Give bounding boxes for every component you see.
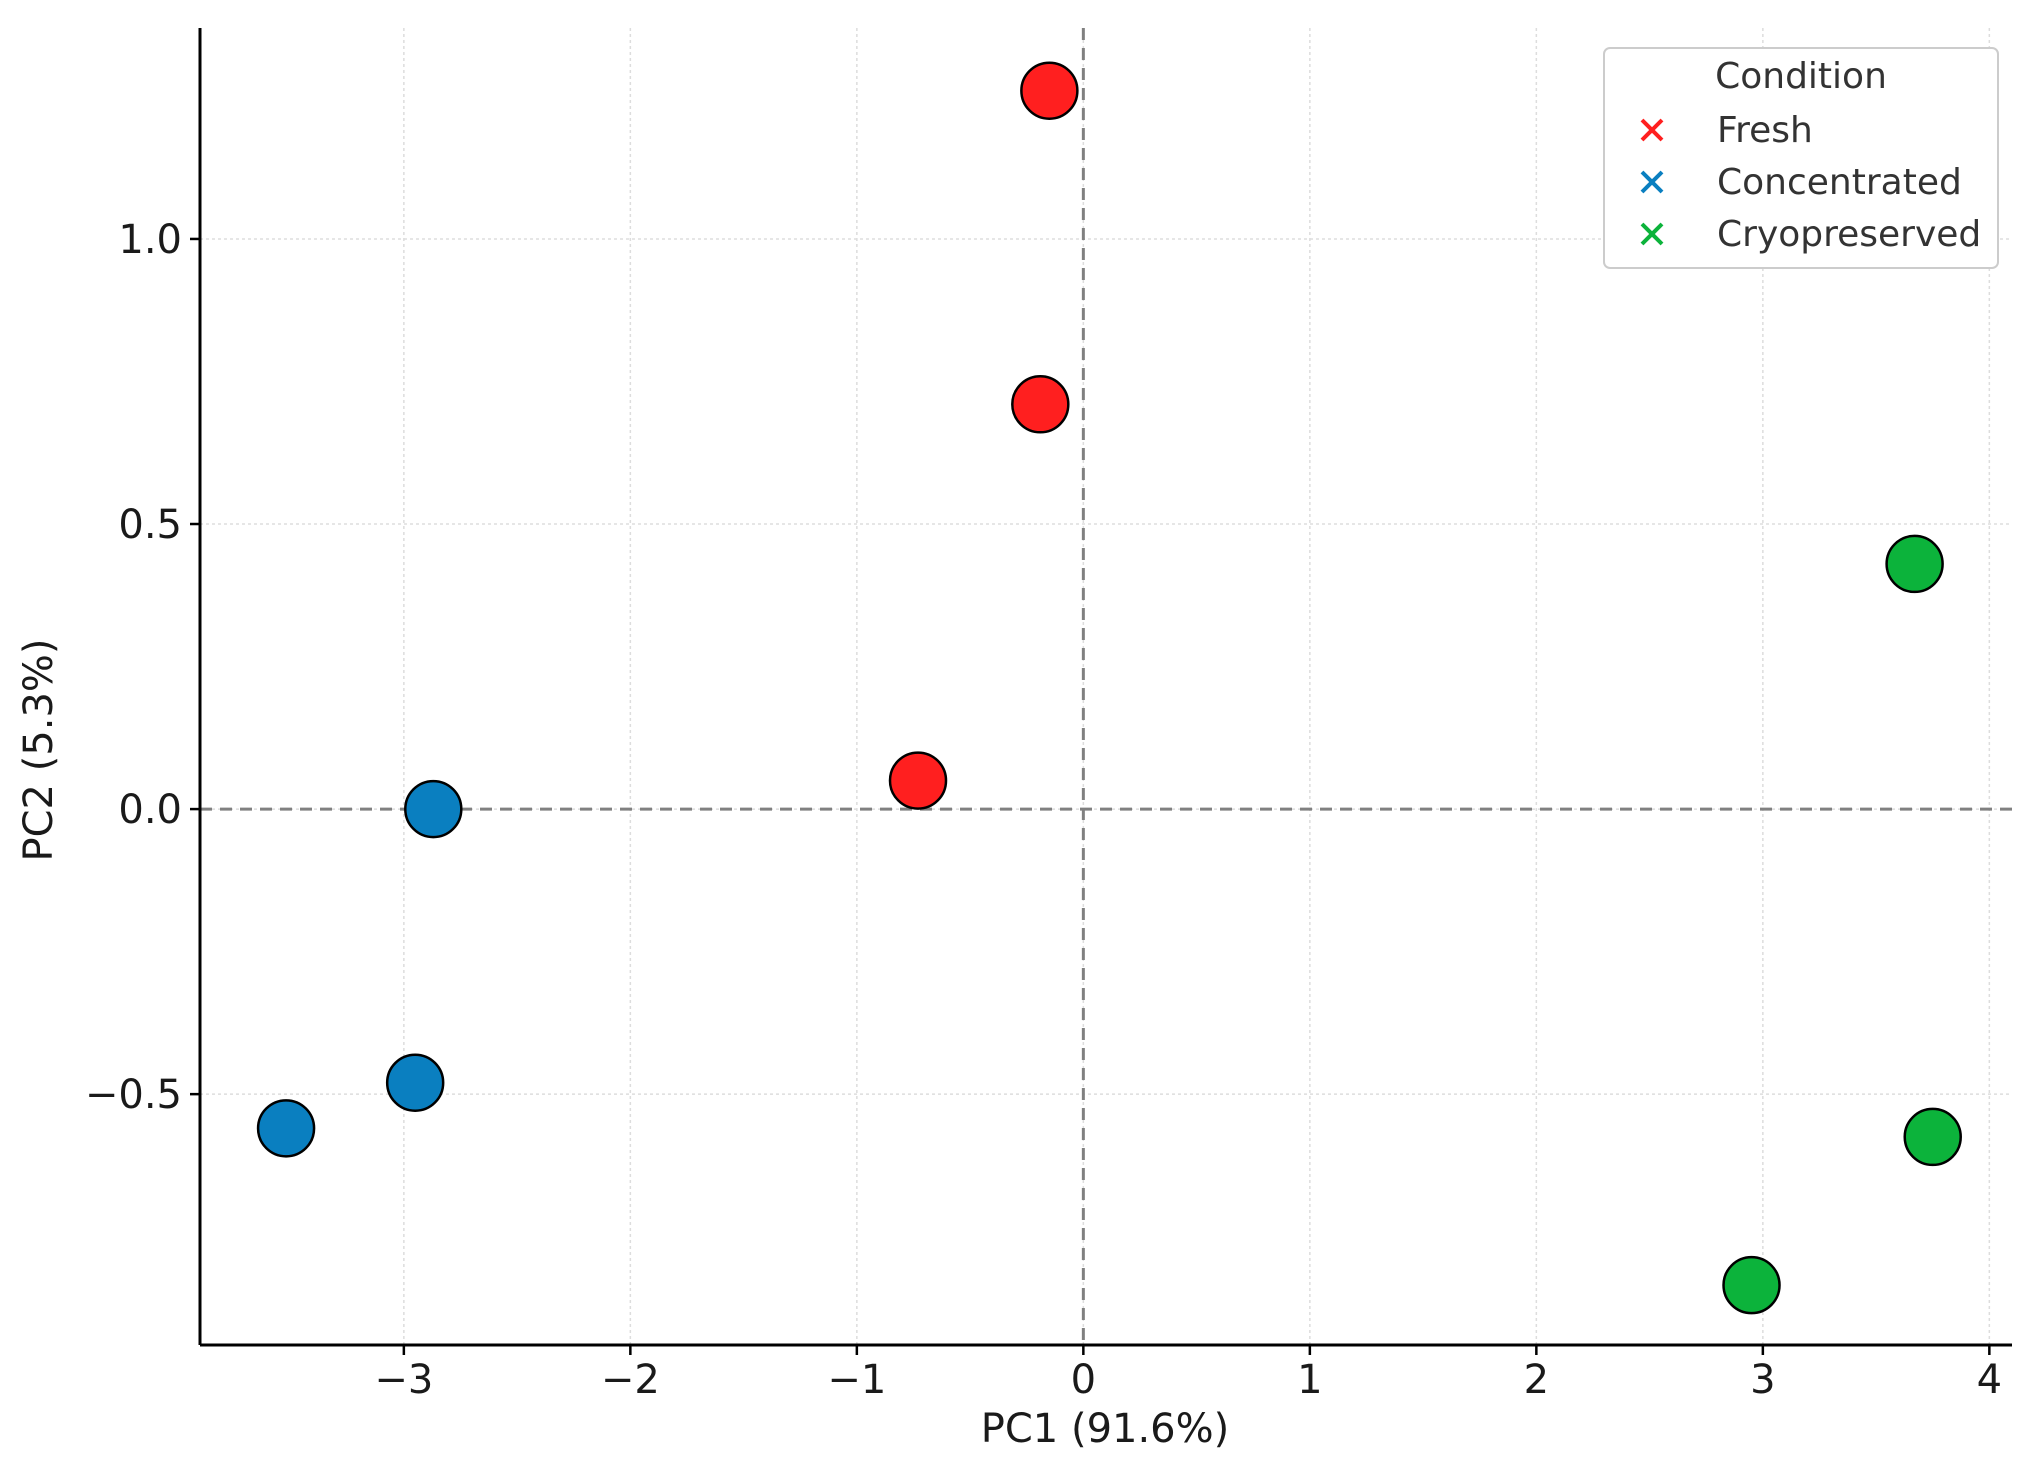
- legend-entry-fresh: Fresh: [1640, 110, 1813, 151]
- legend-label-fresh: Fresh: [1717, 110, 1813, 151]
- legend: Condition Fresh Concentrated Cryopreserved: [1603, 47, 1999, 269]
- data-point-cryopreserved: [1885, 534, 1944, 594]
- x-tick-label: 0: [1071, 1357, 1096, 1403]
- data-points: [256, 61, 1962, 1315]
- x-tick-label: 4: [1977, 1357, 2002, 1403]
- data-point-fresh: [1011, 375, 1070, 434]
- axes: [198, 28, 2012, 1347]
- y-axis-title: PC2 (5.3%): [16, 638, 62, 861]
- legend-entries: Fresh Concentrated Cryopreserved: [1640, 110, 1981, 255]
- x-tick-label: 2: [1524, 1357, 1549, 1403]
- x-tick-label: −3: [374, 1357, 433, 1403]
- data-point-fresh: [888, 751, 948, 810]
- y-tick-label: −0.5: [85, 1072, 182, 1118]
- x-axis-title: PC1 (91.6%): [981, 1406, 1230, 1452]
- legend-entry-concentrated: Concentrated: [1640, 162, 1962, 203]
- data-point-concentrated: [404, 779, 463, 839]
- x-tick-label: 1: [1297, 1357, 1322, 1403]
- data-point-fresh: [1020, 61, 1079, 120]
- x-axis-ticks: −3 −2 −1 0 1 2 3 4: [374, 1345, 2002, 1403]
- x-tick-label: −2: [601, 1357, 660, 1403]
- legend-marker-cryopreserved: [1640, 222, 1664, 246]
- x-tick-label: 3: [1750, 1357, 1775, 1403]
- data-point-concentrated: [256, 1099, 316, 1158]
- y-tick-label: 1.0: [118, 217, 182, 263]
- legend-frame: [1603, 47, 1999, 269]
- reference-lines: [200, 28, 2012, 1345]
- y-tick-label: 0.5: [118, 502, 182, 548]
- data-point-cryopreserved: [1903, 1107, 1962, 1167]
- legend-title: Condition: [1715, 56, 1887, 97]
- data-point-cryopreserved: [1722, 1255, 1781, 1315]
- data-point-concentrated: [385, 1053, 445, 1112]
- x-tick-label: −1: [827, 1357, 886, 1403]
- y-tick-label: 0.0: [118, 787, 182, 833]
- legend-entry-cryopreserved: Cryopreserved: [1640, 214, 1981, 255]
- legend-label-cryopreserved: Cryopreserved: [1717, 214, 1981, 255]
- y-axis-ticks: −0.5 0.0 0.5 1.0: [85, 217, 200, 1118]
- legend-marker-concentrated: [1640, 170, 1664, 194]
- legend-label-concentrated: Concentrated: [1717, 162, 1962, 203]
- legend-marker-fresh: [1640, 118, 1664, 142]
